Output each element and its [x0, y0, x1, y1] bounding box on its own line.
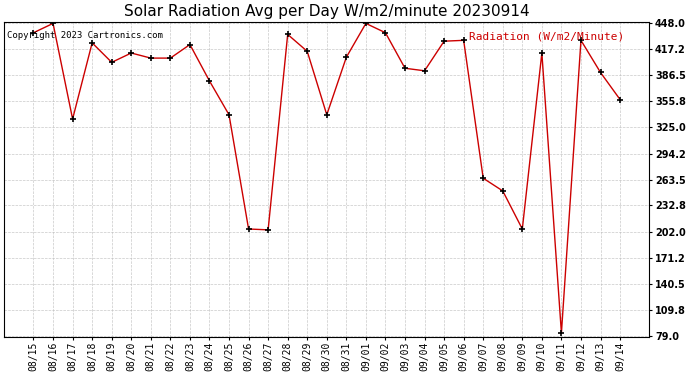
- Text: Radiation (W/m2/Minute): Radiation (W/m2/Minute): [469, 31, 624, 41]
- Text: Copyright 2023 Cartronics.com: Copyright 2023 Cartronics.com: [8, 31, 164, 40]
- Title: Solar Radiation Avg per Day W/m2/minute 20230914: Solar Radiation Avg per Day W/m2/minute …: [124, 4, 530, 19]
